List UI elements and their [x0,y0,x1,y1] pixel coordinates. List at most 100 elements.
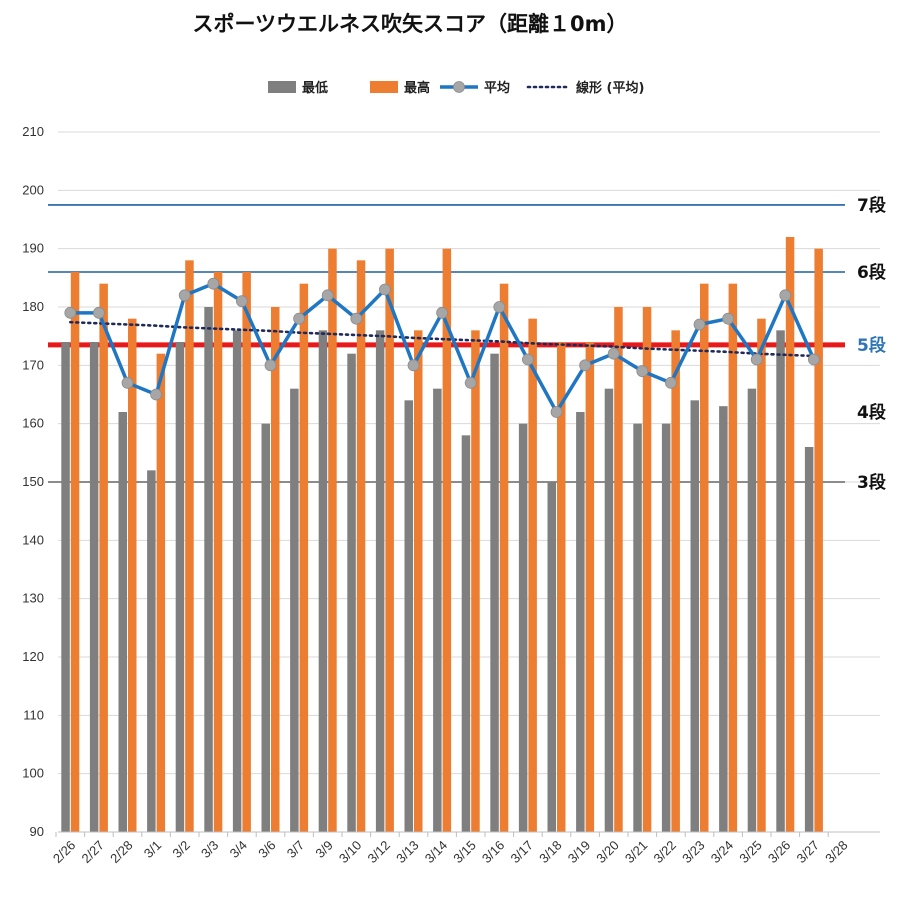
bar-max [414,330,423,832]
bar-max [557,342,566,832]
chart-title: スポーツウエルネス吹矢スコア（距離１0m） [192,12,628,36]
average-point [722,312,734,325]
bar-max [385,248,394,832]
x-tick-label: 3/13 [393,838,422,867]
bar-min [576,412,585,832]
bar-max [185,260,194,832]
bar-max [156,353,166,832]
x-tick-label: 3/23 [679,838,708,867]
bar-min [232,330,242,832]
average-point [493,301,506,313]
x-tick-label: 3/2 [169,838,192,861]
average-point [93,306,105,319]
x-tick-label: 3/3 [198,838,221,861]
y-tick-label: 210 [22,124,44,139]
x-tick-label: 3/25 [736,838,765,867]
bar-min [404,400,413,832]
bar-max [442,248,452,832]
average-point [808,353,820,366]
x-tick-label: 3/7 [284,838,307,861]
average-point [321,289,334,302]
average-point [178,289,191,302]
average-point [693,318,706,331]
bar-min [518,423,528,832]
average-point [378,283,391,296]
x-tick-label: 3/10 [336,838,365,867]
y-tick-label: 150 [22,474,44,489]
trendline [69,320,816,358]
dan-label: 3段 [857,472,886,493]
bar-min [804,447,814,832]
x-tick-label: 3/1 [141,838,164,861]
x-tick-label: 3/20 [593,838,622,867]
average-point [436,306,449,319]
average-point [150,388,163,401]
bar-max [128,318,137,833]
bar-min [147,470,156,832]
bar-max [757,318,766,833]
average-point [207,277,220,290]
bar-min [61,342,70,832]
bar-min [318,330,328,832]
bar-min [433,388,442,832]
average-point [293,312,306,325]
dan-label: 5段 [857,335,886,356]
bar-max [614,307,623,832]
x-tick-label: 3/21 [622,838,651,867]
average-point [464,376,477,389]
x-tick-label: 3/6 [255,838,278,861]
bar-min [604,388,614,832]
average-point [607,347,620,360]
bar-max [242,272,251,832]
bar-max [99,283,108,833]
legend-label-max: 最高 [404,80,430,96]
x-tick-label: 3/12 [365,838,394,867]
bar-max [499,283,509,833]
bar-max [471,330,480,832]
bar-max [585,342,595,832]
average-point [64,306,77,319]
bar-max [271,307,280,832]
x-tick-label: 3/19 [565,838,594,867]
bar-min [633,423,642,832]
y-tick-label: 140 [22,532,44,547]
average-point [579,359,591,372]
legend-swatch-min [268,81,296,93]
bar-min [290,388,299,832]
bar-max [814,248,823,832]
y-tick-label: 180 [22,299,44,314]
bar-min [375,330,385,832]
bar-max [328,248,337,832]
bar-max [700,283,709,833]
average-point [121,376,134,389]
dan-label: 4段 [857,402,886,423]
x-tick-label: 3/18 [536,838,565,867]
dan-label: 6段 [857,262,886,283]
bar-min [175,342,185,832]
bar-max [785,237,795,832]
legend-label-min: 最低 [302,80,328,96]
x-tick-label: 3/22 [651,838,680,867]
x-tick-label: 3/4 [227,838,250,861]
bar-min [118,412,127,832]
y-tick-label: 120 [22,649,44,664]
y-tick-label: 190 [22,241,44,256]
average-point [750,353,763,366]
x-tick-label: 3/16 [479,838,508,867]
x-tick-label: 2/27 [79,838,108,867]
x-tick-label: 3/27 [794,838,823,867]
average-point [264,359,277,372]
y-tick-label: 160 [22,416,44,431]
bar-min [690,400,699,832]
average-point [779,289,792,302]
x-tick-label: 3/26 [765,838,794,867]
bar-max [671,330,680,832]
y-tick-label: 170 [22,357,44,372]
bar-min [461,435,471,832]
y-tick-label: 200 [22,182,44,197]
bar-max [70,272,80,832]
y-tick-label: 110 [23,707,44,722]
dan-label: 7段 [857,195,886,216]
bar-max [728,283,738,833]
